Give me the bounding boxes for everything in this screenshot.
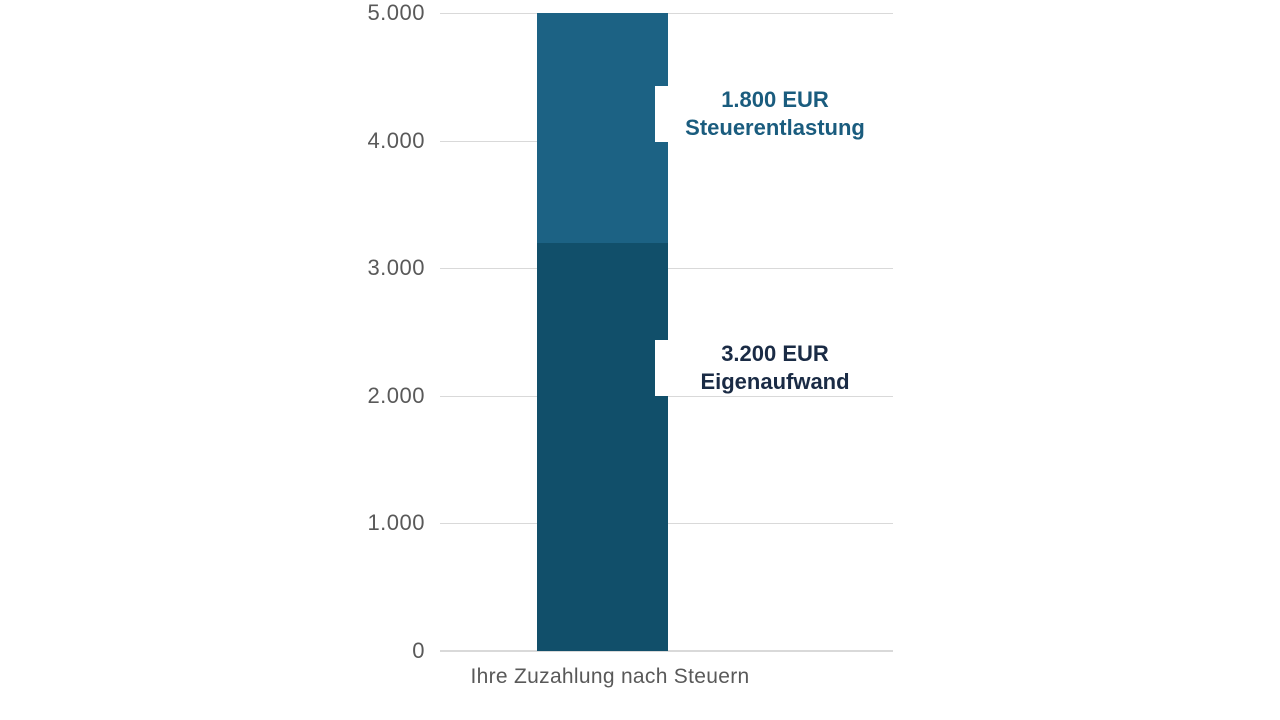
bar-segment-eigenaufwand — [537, 242, 668, 651]
y-tick-label: 3.000 — [367, 255, 425, 281]
segment-label-eigenaufwand: 3.200 EUR Eigenaufwand — [655, 339, 895, 396]
y-tick-label: 0 — [412, 638, 425, 663]
y-tick-label: 1.000 — [367, 510, 425, 536]
y-tick-label: 2.000 — [367, 382, 425, 408]
stacked-bar — [537, 13, 668, 651]
y-tick-label: 4.000 — [367, 127, 425, 153]
segment-label-line: Steuerentlastung — [685, 114, 865, 140]
x-axis-line — [440, 650, 893, 652]
y-axis-tick-labels: 0 1.000 2.000 3.000 4.000 5.000 — [0, 0, 425, 663]
segment-label-line: 1.800 EUR — [721, 86, 829, 112]
plot-area — [440, 13, 893, 652]
x-axis-category-label: Ihre Zuzahlung nach Steuern — [470, 665, 750, 688]
segment-label-line: 3.200 EUR — [721, 340, 829, 366]
bar-segment-steuerentlastung — [537, 13, 668, 243]
y-tick-label: 5.000 — [367, 0, 425, 25]
segment-label-steuerentlastung: 1.800 EUR Steuerentlastung — [655, 85, 895, 142]
segment-label-line: Eigenaufwand — [700, 368, 850, 394]
